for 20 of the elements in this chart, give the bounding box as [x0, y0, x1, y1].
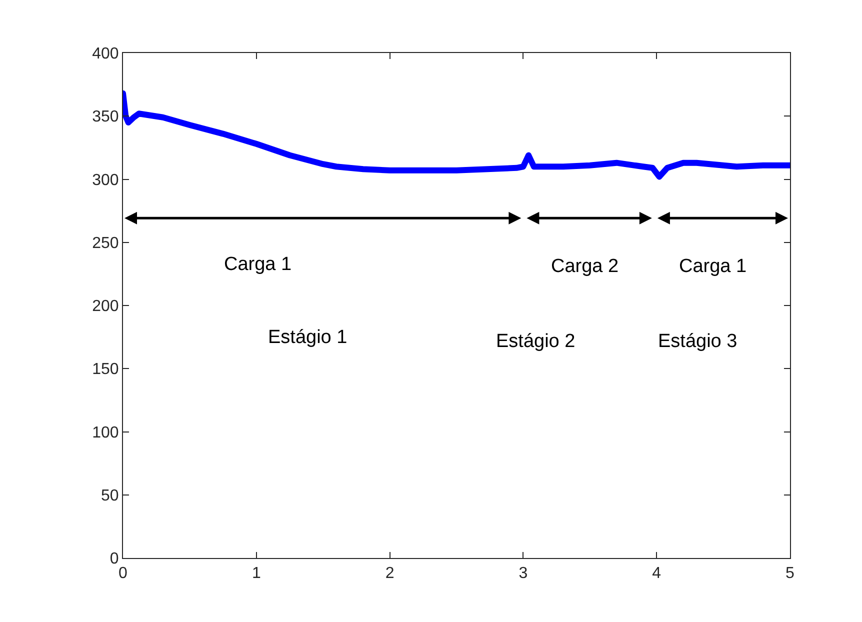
y-tick-label: 50 [101, 487, 119, 504]
annotation: Estágio 3 [658, 331, 738, 352]
annotation: Carga 2 [551, 256, 619, 277]
annotation: Carga 1 [679, 256, 747, 277]
x-tick-label: 1 [252, 565, 261, 582]
x-tick-label: 3 [518, 565, 528, 582]
annotation: Estágio 1 [268, 327, 348, 348]
x-tick-label: 2 [385, 565, 394, 582]
x-tick-label: 4 [652, 565, 662, 582]
y-tick-label: 200 [92, 298, 119, 316]
y-tick-label: 350 [92, 108, 119, 126]
annotation: Carga 1 [224, 254, 292, 275]
y-tick-label: 250 [92, 234, 119, 252]
annotation: Estágio 2 [496, 331, 576, 352]
y-tick-label: 0 [110, 550, 119, 568]
x-tick-label: 5 [786, 565, 795, 582]
y-tick-label: 400 [92, 46, 119, 63]
y-tick-label: 150 [92, 361, 119, 378]
y-tick-label: 100 [92, 424, 119, 442]
y-tick-label: 300 [92, 172, 119, 189]
